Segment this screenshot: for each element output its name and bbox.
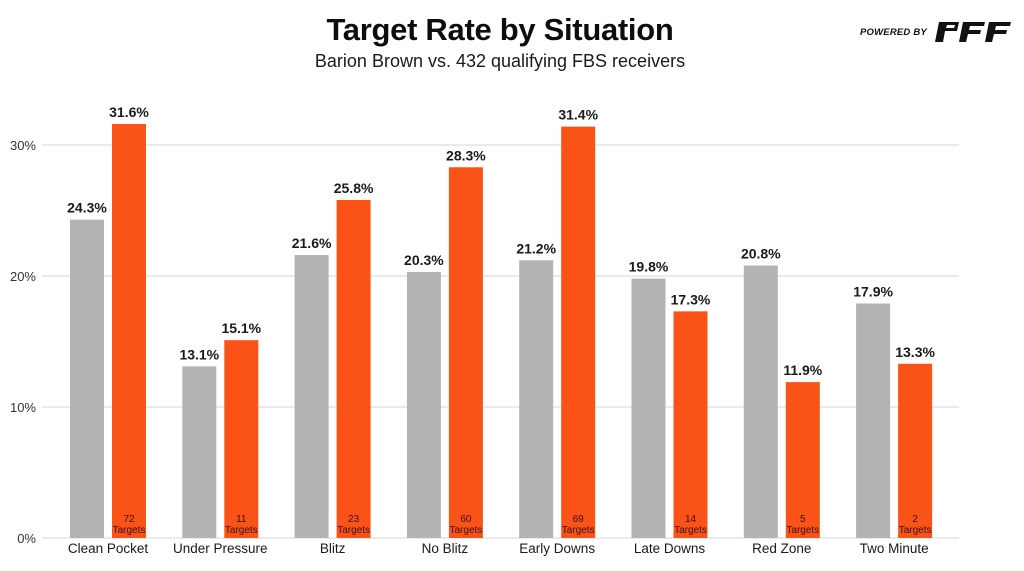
pff-logo-icon: [934, 22, 1011, 42]
targets-suffix-label: Targets: [562, 525, 595, 536]
targets-count-label: 5: [800, 514, 806, 525]
bar-player: [336, 200, 371, 538]
targets-count-label: 11: [236, 514, 247, 525]
targets-count-label: 60: [460, 514, 472, 525]
targets-suffix-label: Targets: [225, 525, 258, 536]
value-label-player: 31.4%: [558, 107, 598, 123]
value-label-player: 13.3%: [895, 344, 935, 360]
x-tick-label: No Blitz: [422, 541, 469, 556]
chart-title: Target Rate by Situation: [326, 12, 674, 47]
value-label-player: 11.9%: [783, 362, 822, 378]
bar-player: [224, 340, 259, 538]
bar-player: [448, 167, 483, 538]
value-label-comparison: 17.9%: [853, 284, 893, 300]
gridlines: [42, 144, 959, 539]
bar-player: [673, 311, 708, 538]
value-label-player: 25.8%: [334, 180, 374, 196]
targets-suffix-label: Targets: [113, 525, 146, 536]
y-axis-ticks: 0% 10% 20% 30%: [10, 138, 36, 546]
bar-comparison: [743, 265, 778, 538]
targets-suffix-label: Targets: [450, 525, 483, 536]
value-label-comparison: 20.8%: [741, 246, 781, 262]
bar-comparison: [519, 260, 554, 538]
bar-comparison: [182, 366, 217, 538]
chart-subtitle: Barion Brown vs. 432 qualifying FBS rece…: [314, 51, 686, 71]
value-label-player: 15.1%: [221, 320, 261, 336]
x-tick-label: Early Downs: [519, 541, 595, 556]
y-tick-label: 10%: [10, 400, 36, 415]
x-tick-label: Clean Pocket: [68, 541, 149, 556]
data-labels: 24.3%31.6%72Targets13.1%15.1%11Targets21…: [67, 104, 935, 536]
targets-count-label: 23: [348, 514, 360, 525]
value-label-comparison: 20.3%: [404, 252, 444, 268]
brand-logo: POWERED BY: [860, 22, 1011, 42]
targets-count-label: 2: [912, 514, 918, 525]
bar-player: [898, 363, 933, 538]
value-label-comparison: 24.3%: [67, 200, 107, 216]
value-label-player: 17.3%: [671, 291, 711, 307]
bar-player: [561, 126, 596, 538]
targets-count-label: 69: [573, 514, 585, 525]
value-label-player: 28.3%: [446, 147, 486, 163]
bars: [70, 124, 933, 539]
bar-comparison: [294, 255, 329, 539]
x-tick-label: Red Zone: [752, 541, 811, 556]
value-label-player: 31.6%: [109, 104, 149, 120]
x-axis-labels: Clean Pocket Under Pressure Blitz No Blitz E…: [68, 541, 929, 556]
y-tick-label: 30%: [10, 138, 36, 153]
value-label-comparison: 19.8%: [629, 259, 669, 275]
bar-player: [112, 124, 146, 538]
targets-suffix-label: Targets: [786, 525, 819, 536]
bar-comparison: [631, 278, 666, 538]
bar-comparison: [856, 303, 891, 538]
targets-count-label: 72: [123, 514, 135, 525]
targets-suffix-label: Targets: [899, 525, 932, 536]
x-tick-label: Blitz: [320, 541, 346, 556]
value-label-comparison: 13.1%: [179, 346, 219, 362]
value-label-comparison: 21.6%: [292, 235, 332, 251]
targets-suffix-label: Targets: [674, 525, 707, 536]
y-tick-label: 0%: [17, 531, 36, 546]
x-tick-label: Under Pressure: [173, 541, 268, 556]
targets-suffix-label: Targets: [337, 525, 370, 536]
x-tick-label: Late Downs: [634, 541, 706, 556]
bar-player: [785, 382, 820, 538]
x-tick-label: Two Minute: [860, 541, 929, 556]
powered-by-label: POWERED BY: [860, 26, 927, 38]
value-label-comparison: 21.2%: [516, 240, 556, 256]
y-tick-label: 20%: [10, 269, 36, 284]
bar-comparison: [70, 219, 104, 539]
bar-comparison: [406, 272, 441, 538]
targets-count-label: 14: [685, 514, 697, 525]
